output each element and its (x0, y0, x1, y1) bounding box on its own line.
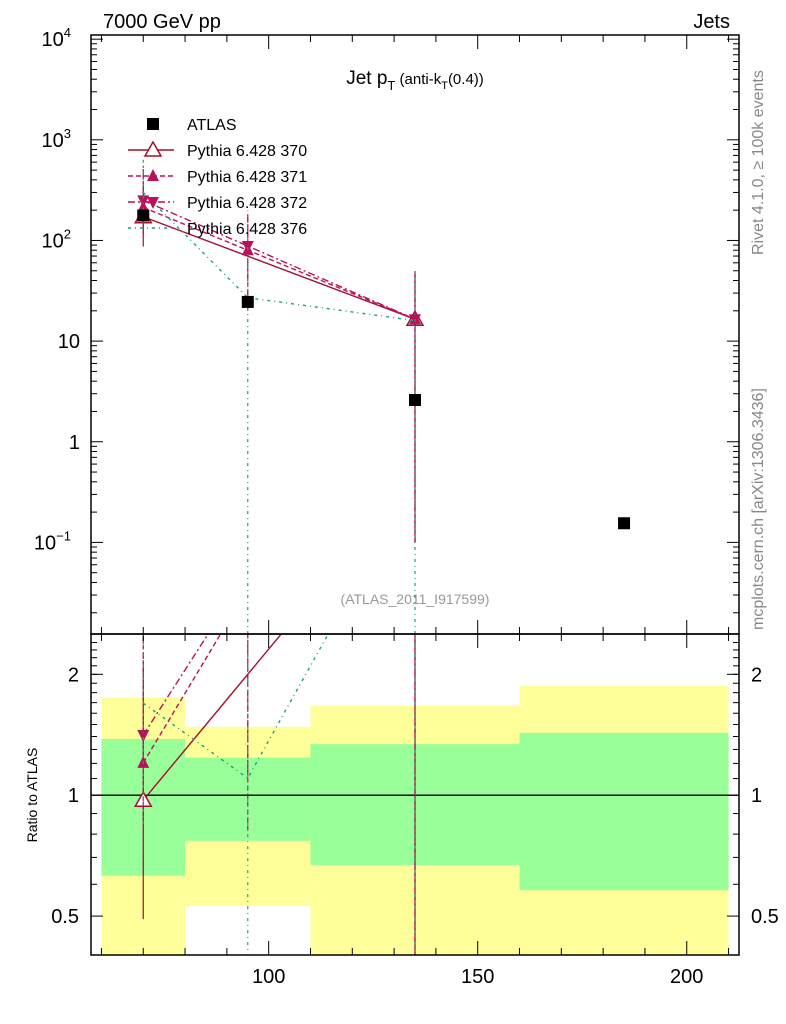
ratio-y-tick-label: 1 (751, 785, 762, 807)
header-left: 7000 GeV pp (103, 11, 221, 33)
ratio-y-tick-label: 0.5 (751, 906, 779, 928)
main-marks (133, 155, 631, 634)
mcplots-label: mcplots.cern.ch [arXiv:1306.3436] (750, 388, 767, 630)
legend-label: Pythia 6.428 371 (187, 169, 307, 186)
analysis-label: (ATLAS_2011_I917599) (341, 591, 490, 607)
y-tick-label: 104 (42, 25, 71, 51)
y-tick-label: 103 (42, 126, 71, 152)
atlas-point (137, 209, 150, 222)
header-right: Jets (693, 11, 730, 33)
legend-label: ATLAS (187, 117, 237, 134)
y-tick-label: 1 (69, 432, 80, 454)
legend-label: Pythia 6.428 372 (187, 195, 307, 212)
series-line-4 (142, 191, 416, 322)
atlas-point (409, 393, 421, 406)
legend-marker (147, 197, 159, 209)
y-tick-label: 10−1 (34, 528, 71, 554)
x-tick-label: 200 (670, 966, 703, 988)
atlas-point (618, 517, 631, 530)
rivet-label: Rivet 4.1.0, ≥ 100k events (750, 70, 767, 255)
legend-marker (147, 118, 159, 130)
x-tick-label: 100 (252, 966, 285, 988)
legend-label: Pythia 6.428 376 (187, 221, 307, 238)
ratio-y-tick-label: 2 (68, 664, 79, 686)
ratio-point (137, 729, 150, 742)
series-line-3 (142, 199, 416, 320)
ratio-y-tick-label: 0.5 (51, 906, 79, 928)
x-tick-label: 150 (461, 966, 494, 988)
ratio-ylabel: Ratio to ATLAS (24, 748, 40, 843)
ratio-frame (90, 633, 740, 956)
ratio-marks (133, 634, 416, 955)
ratio-line-2 (142, 634, 222, 764)
ratio-line-1 (142, 634, 283, 801)
ratio-y-tick-label: 2 (751, 664, 762, 686)
green-band (519, 732, 729, 891)
legend-label: Pythia 6.428 370 (187, 143, 307, 160)
legend-marker (147, 169, 159, 181)
series-line-1 (143, 216, 416, 320)
atlas-point (241, 295, 254, 308)
chart-title: Jet pT (anti-kT(0.4)) (346, 68, 484, 93)
y-tick-label: 10 (58, 331, 80, 353)
ratio-line-3 (142, 634, 209, 736)
y-tick-label: 102 (42, 226, 71, 252)
legend-marker (143, 140, 163, 157)
ratio-y-tick-label: 1 (68, 785, 79, 807)
